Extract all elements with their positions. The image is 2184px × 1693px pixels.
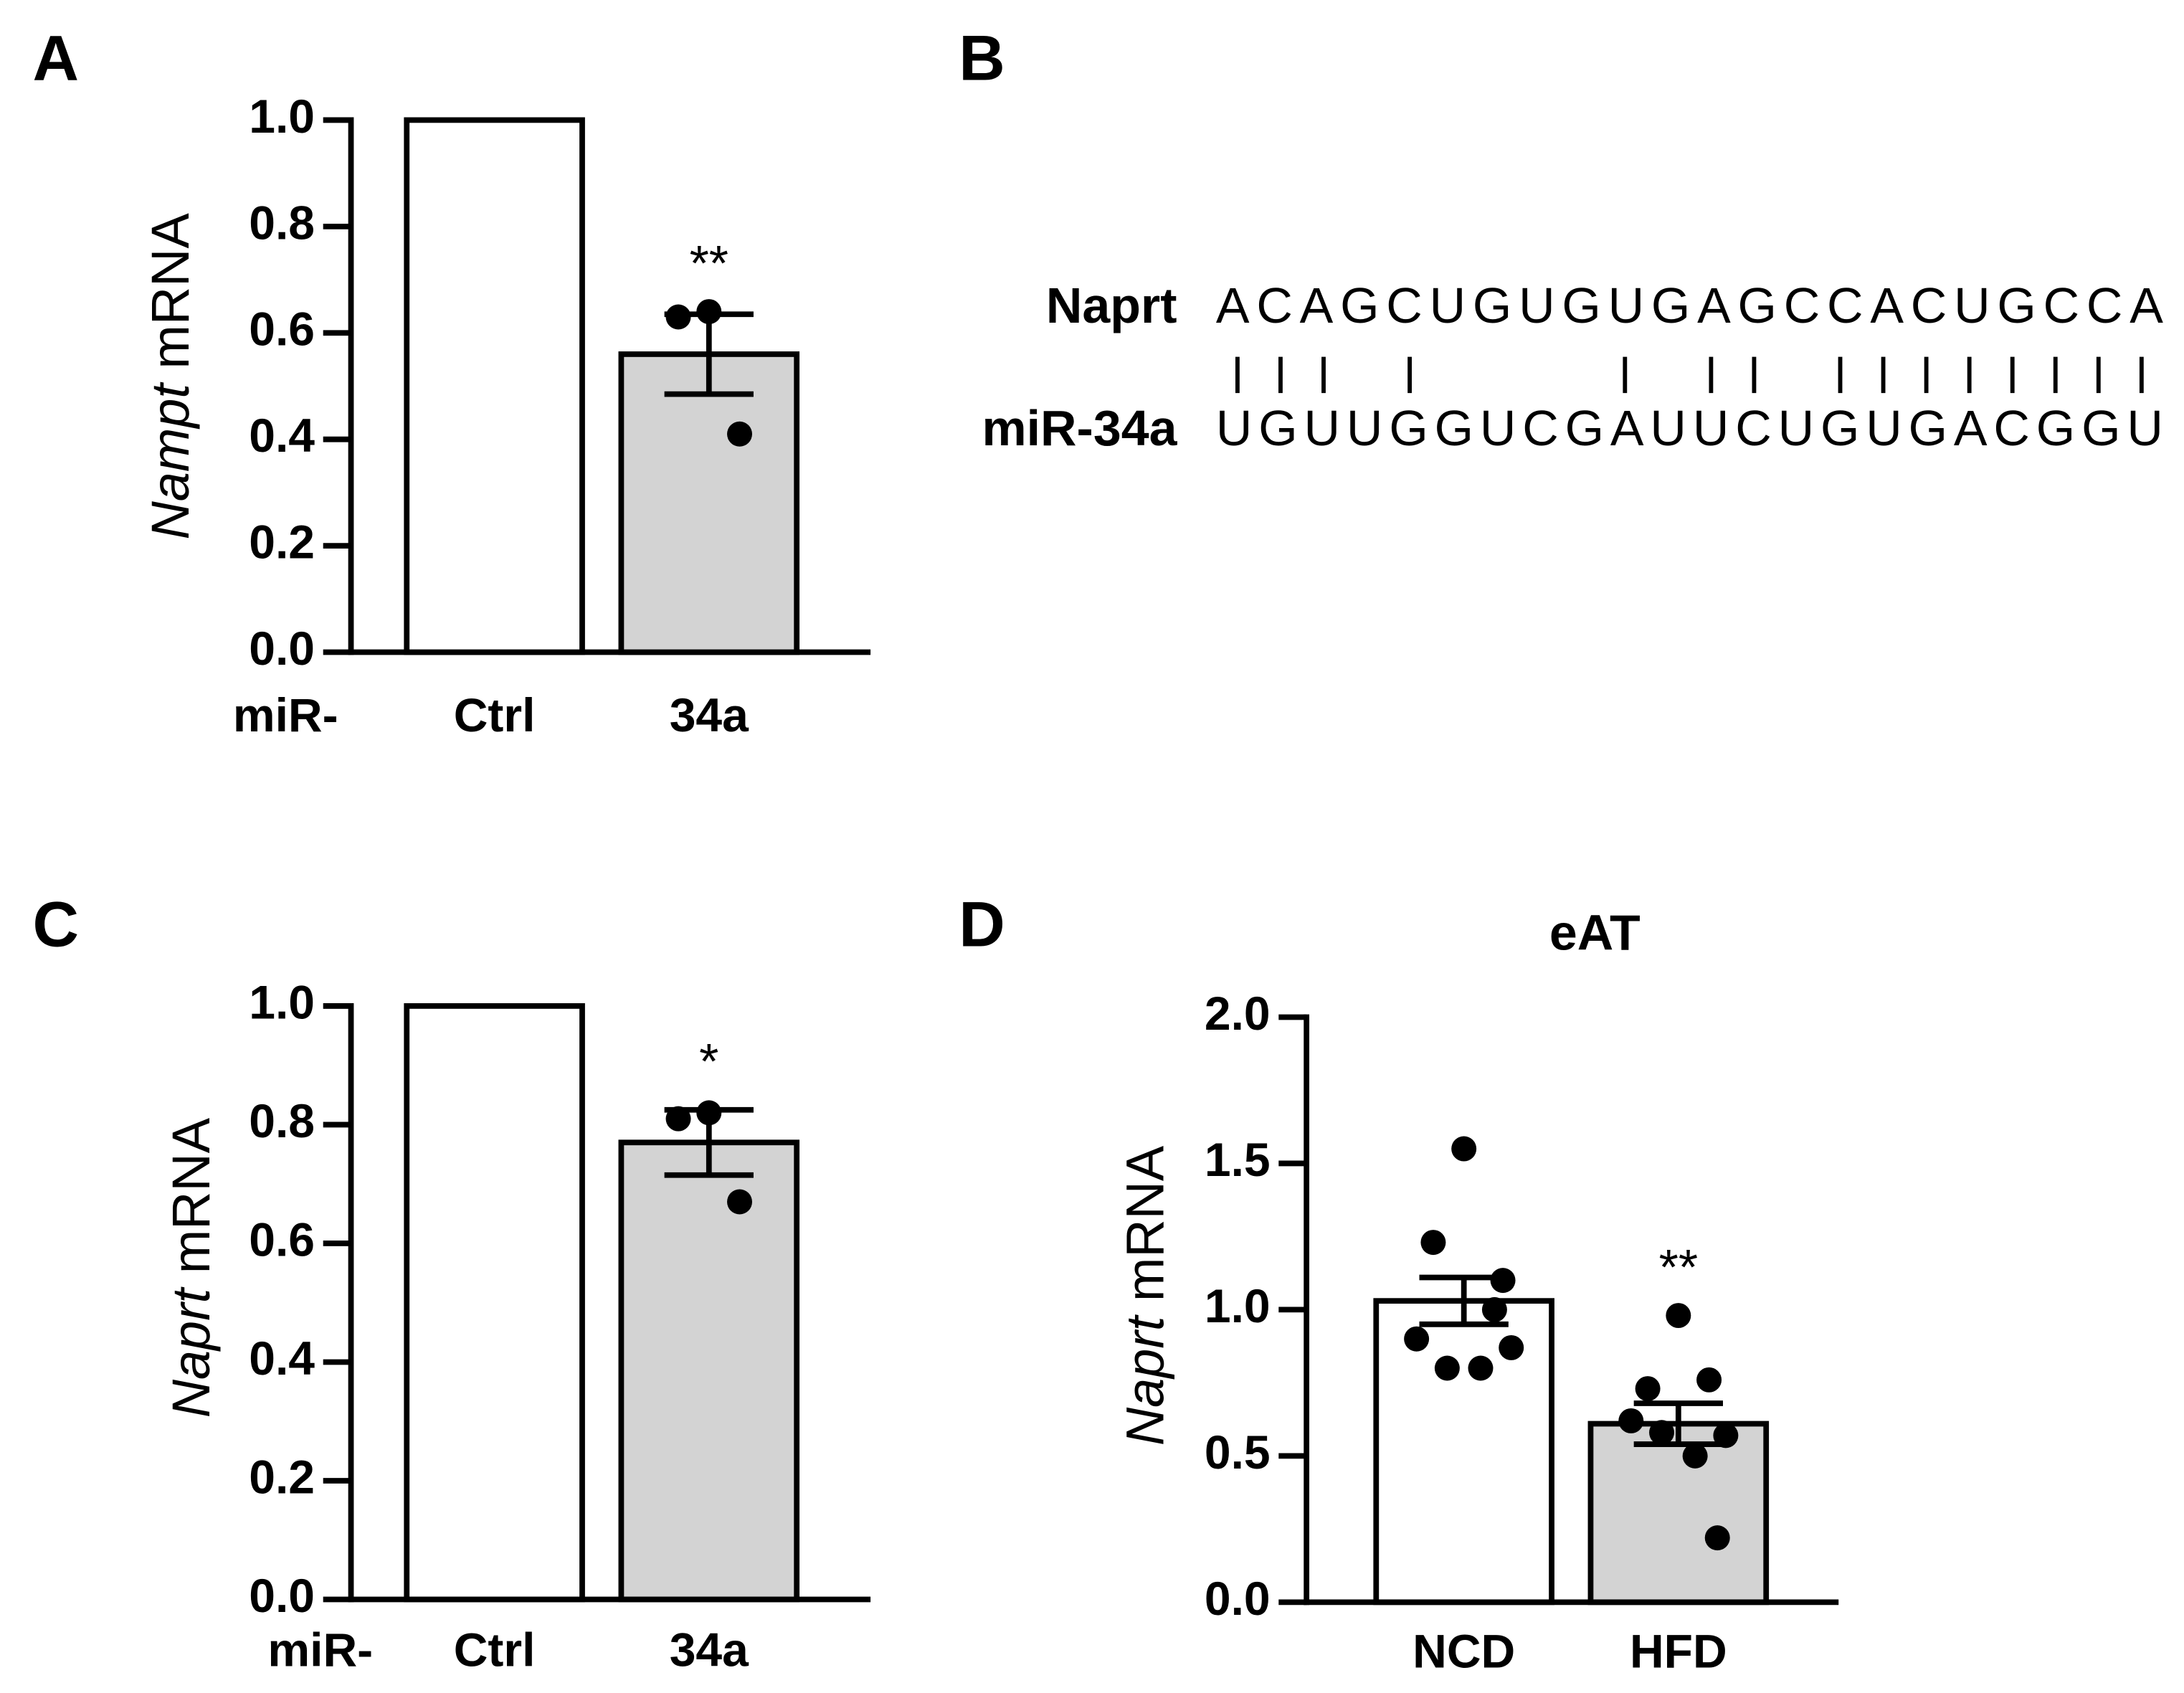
y-tick-label: 0.4 xyxy=(249,1332,315,1385)
y-tick-label: 0.0 xyxy=(249,1569,315,1622)
significance: * xyxy=(699,1033,718,1089)
y-tick-label: 2.0 xyxy=(1205,987,1271,1040)
x-tick-label: HFD xyxy=(1630,1625,1727,1678)
panel-label: C xyxy=(32,888,79,960)
data-point xyxy=(1696,1367,1722,1393)
x-tick-label: NCD xyxy=(1413,1625,1515,1678)
data-point xyxy=(1618,1408,1644,1433)
chart-panel: C Naprt mRNA 0.0 0.2 0.4 0.6 0.8 1.0 miR- Ctrl 34a… xyxy=(32,888,871,1677)
significance: ** xyxy=(690,235,728,291)
sequence-name: Naprt xyxy=(1046,278,1177,333)
x-tick-label: Ctrl xyxy=(454,688,536,741)
data-point xyxy=(727,421,753,447)
y-axis-label: Naprt mRNA xyxy=(161,1117,220,1418)
y-label-gene: Nampt xyxy=(140,381,199,540)
y-label-unit: mRNA xyxy=(161,1117,220,1274)
data-point xyxy=(1649,1420,1675,1446)
data-point xyxy=(1490,1268,1516,1294)
y-axis-label: Nampt mRNA xyxy=(140,213,199,540)
y-label-gene: Naprt xyxy=(1115,1314,1174,1446)
diagram-panel: B Naprt ACAGCUGUGUGAGCCACUGCCA miR-34a U… xyxy=(959,22,2163,456)
y-tick-label: 0.0 xyxy=(1205,1572,1271,1625)
data-point xyxy=(665,304,691,330)
data-point xyxy=(696,1100,722,1126)
panel-label: D xyxy=(959,888,1005,960)
sequence: ACAGCUGUGUGAGCCACUGCCA xyxy=(1216,278,2163,333)
chart-panel: A Nampt mRNA 0.0 0.2 0.4 0.6 0.8 1.0 miR- Ctrl 34a… xyxy=(32,22,871,741)
y-tick-label: 1.0 xyxy=(249,975,315,1028)
data-point xyxy=(1635,1376,1661,1402)
base-pairs xyxy=(1235,356,2144,394)
data-point xyxy=(1404,1326,1430,1352)
y-tick-label: 0.0 xyxy=(249,622,315,675)
data-point xyxy=(1499,1334,1524,1360)
x-prefix: miR- xyxy=(233,688,338,741)
x-tick-label: 34a xyxy=(670,688,749,741)
bar xyxy=(1373,1298,1554,1606)
y-tick-label: 0.4 xyxy=(249,409,315,462)
data-point xyxy=(1682,1443,1708,1469)
x-prefix: miR- xyxy=(267,1623,373,1677)
data-point xyxy=(1434,1355,1460,1381)
data-point xyxy=(1481,1296,1507,1322)
sequence: UGUUGGUCGAUUCUGUGACGGU xyxy=(1216,400,2163,456)
data-point xyxy=(1713,1423,1739,1448)
data-point xyxy=(1420,1230,1446,1256)
data-point xyxy=(727,1189,753,1215)
sequence-name: miR-34a xyxy=(982,400,1177,456)
y-tick-label: 0.2 xyxy=(249,1450,315,1503)
bar xyxy=(404,1003,585,1603)
panel-label: B xyxy=(959,22,1005,93)
y-tick-label: 0.8 xyxy=(249,1094,315,1147)
y-tick-label: 0.5 xyxy=(1205,1426,1271,1479)
y-tick-label: 0.8 xyxy=(249,196,315,249)
bar xyxy=(1587,1421,1770,1606)
bar xyxy=(618,351,800,655)
y-tick-label: 1.0 xyxy=(1205,1279,1271,1332)
y-tick-label: 0.2 xyxy=(249,516,315,569)
y-label-gene: Naprt xyxy=(161,1286,220,1418)
x-tick-label: Ctrl xyxy=(454,1623,536,1677)
significance: ** xyxy=(1659,1239,1698,1295)
x-tick-label: 34a xyxy=(670,1623,749,1677)
y-tick-label: 0.6 xyxy=(249,1213,315,1266)
chart-title: eAT xyxy=(1549,904,1641,960)
data-point xyxy=(1704,1525,1730,1551)
bar xyxy=(618,1139,800,1603)
y-tick-label: 1.5 xyxy=(1205,1133,1271,1186)
y-label-unit: mRNA xyxy=(1115,1145,1174,1301)
data-point xyxy=(1666,1303,1691,1329)
y-axis-label: Naprt mRNA xyxy=(1115,1145,1174,1446)
data-point xyxy=(1468,1355,1494,1381)
data-point xyxy=(696,299,722,325)
y-tick-label: 1.0 xyxy=(249,90,315,143)
data-point xyxy=(1451,1136,1477,1162)
bar xyxy=(404,117,585,655)
data-point xyxy=(665,1106,691,1132)
y-label-unit: mRNA xyxy=(140,213,199,369)
y-tick-label: 0.6 xyxy=(249,303,315,356)
panel-label: A xyxy=(32,22,79,93)
